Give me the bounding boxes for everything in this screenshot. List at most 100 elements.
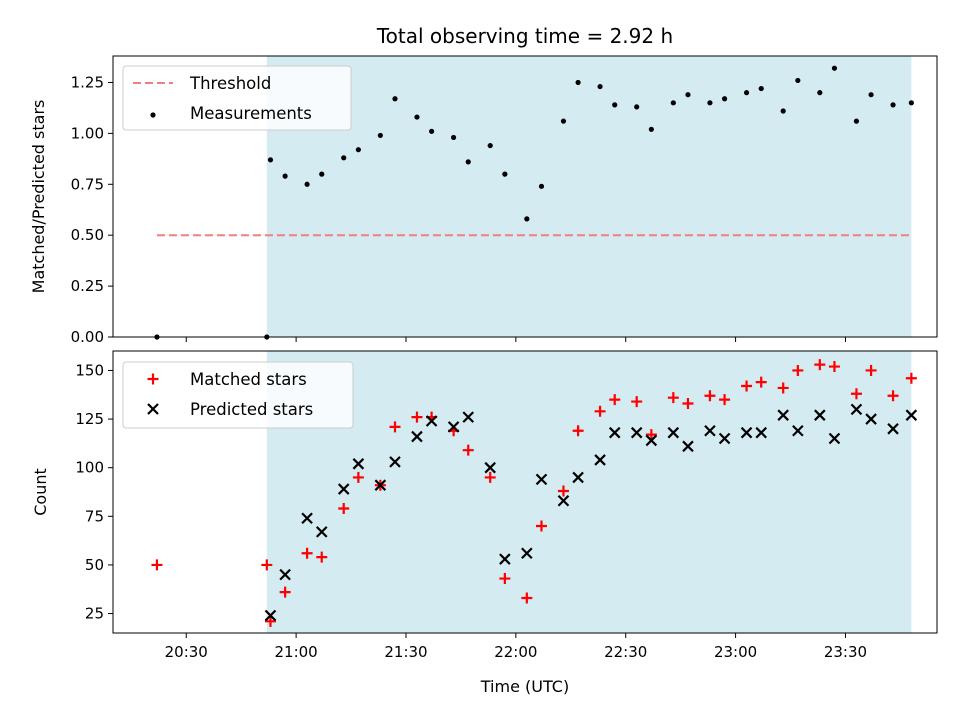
predicted-star-point — [865, 413, 877, 425]
bottom-panel: Count Time (UTC) 25 50 75 100 125 150 20:30 21… — [31, 350, 938, 696]
top-observing-window — [266, 56, 912, 337]
matched-star-point — [301, 547, 313, 559]
predicted-star-point — [814, 409, 826, 421]
measurement-point — [868, 92, 874, 98]
matched-star-point — [741, 380, 753, 392]
predicted-star-point — [905, 409, 918, 421]
predicted-legend-marker — [147, 403, 159, 415]
bottom-y-ticks: 25 50 75 100 125 150 — [75, 361, 113, 623]
matched-star-point — [572, 425, 584, 437]
predicted-star-point — [682, 440, 694, 453]
predicted-star-point — [411, 430, 423, 443]
matched-star-point — [828, 361, 840, 373]
matched-star-point — [557, 485, 569, 497]
top-x-ticks — [185, 337, 846, 342]
matched-legend-marker — [147, 373, 159, 385]
predicted-star-point — [315, 526, 328, 538]
predicted-star-point — [447, 421, 460, 433]
matched-star-point — [792, 364, 804, 376]
top-plot-frame — [112, 55, 938, 338]
measurement-point — [721, 96, 728, 102]
predicted-star-point — [484, 461, 496, 474]
predicted-star-point — [389, 456, 401, 468]
measurement-point — [758, 85, 764, 92]
predicted-star-point — [374, 479, 387, 491]
measurement-points — [154, 65, 914, 340]
bottom-x-ticks: 20:30 21:00 21:30 22:00 22:30 23:00 23:30 — [165, 633, 867, 661]
predicted-star-point — [301, 512, 313, 525]
matched-star-point — [682, 398, 694, 410]
matched-star-point — [462, 444, 474, 456]
measurement-point — [831, 65, 838, 71]
y-tick-label: 0.25 — [71, 277, 104, 295]
matched-star-point — [338, 503, 350, 515]
matched-star-point — [261, 559, 273, 571]
measurement-point — [612, 102, 618, 108]
matched-star-point — [499, 573, 511, 585]
measurement-point — [538, 183, 545, 189]
measurement-point — [908, 100, 914, 106]
matched-star-point — [594, 405, 606, 417]
measurement-point — [319, 171, 325, 177]
bottom-plot-frame — [112, 350, 938, 634]
measurement-point — [487, 142, 493, 149]
measurement-point — [648, 126, 654, 132]
matched-star-point — [850, 388, 862, 400]
chart-title: Total observing time = 2.92 h — [376, 24, 673, 48]
measurement-point — [560, 118, 567, 124]
predicted-star-point — [645, 434, 658, 447]
measurement-point — [392, 96, 398, 102]
matched-star-point — [667, 392, 679, 404]
y-tick-label: 0.00 — [71, 328, 104, 346]
measurement-point — [465, 159, 471, 165]
y-tick-label: 25 — [85, 605, 104, 623]
predicted-star-point — [777, 409, 789, 421]
matched-star-point — [905, 372, 917, 384]
matched-star-point — [151, 559, 163, 571]
predicted-star-point — [535, 473, 548, 486]
measurement-point — [817, 90, 823, 96]
measurement-point — [743, 90, 750, 96]
legend-label-predicted: Predicted stars — [190, 400, 313, 419]
predicted-star-point — [521, 547, 533, 560]
y-tick-label: 0.75 — [71, 175, 104, 193]
predicted-star-point — [557, 494, 570, 507]
measurement-point — [282, 173, 288, 179]
predicted-star-point — [850, 403, 863, 416]
predicted-star-point — [667, 426, 680, 439]
predicted-star-point — [264, 609, 277, 622]
measurement-point — [304, 181, 310, 187]
predicted-star-point — [792, 424, 804, 437]
matched-legend-swatch — [147, 373, 159, 385]
top-y-axis-label: Matched/Predicted stars — [29, 100, 48, 294]
predicted-star-point — [594, 454, 606, 466]
top-legend-box — [122, 65, 352, 131]
y-tick-label: 100 — [75, 459, 104, 477]
y-tick-label: 1.00 — [71, 124, 104, 142]
measurement-point — [685, 92, 691, 98]
matched-star-point — [389, 421, 401, 433]
matched-star-point — [719, 394, 731, 406]
y-tick-label: 50 — [85, 556, 104, 574]
predicted-star-point — [718, 432, 731, 445]
bottom-legend-box — [122, 361, 354, 429]
matched-star-point — [777, 382, 789, 394]
measurement-point — [450, 134, 457, 141]
x-tick-label: 21:00 — [274, 643, 317, 661]
top-panel: Total observing time = 2.92 h Matched/Pr… — [29, 24, 938, 346]
measurement-point — [597, 83, 603, 90]
x-tick-label: 22:00 — [494, 643, 537, 661]
bottom-observing-window — [266, 351, 912, 633]
measurement-point — [502, 171, 508, 177]
y-tick-label: 150 — [75, 361, 104, 379]
measurement-point — [429, 128, 435, 134]
predicted-star-point — [740, 426, 753, 439]
top-y-ticks: 0.00 0.25 0.50 0.75 1.00 1.25 — [71, 73, 113, 346]
matched-star-point — [631, 396, 643, 408]
matched-star-point — [264, 615, 276, 627]
predicted-star-point — [499, 553, 511, 565]
measurement-point — [414, 114, 420, 120]
measurements-legend-swatch — [150, 112, 156, 118]
predicted-star-point — [828, 432, 841, 445]
